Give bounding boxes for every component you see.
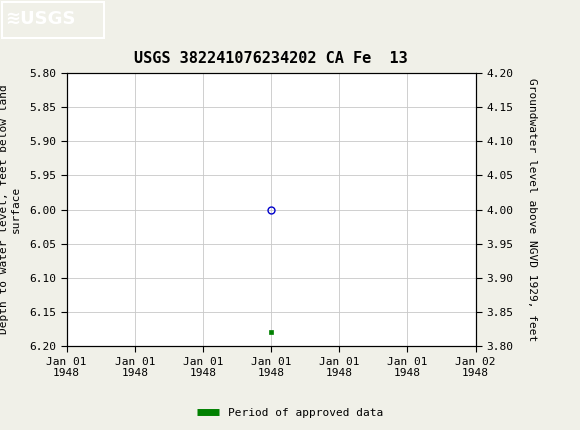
Title: USGS 382241076234202 CA Fe  13: USGS 382241076234202 CA Fe 13 <box>135 51 408 66</box>
Legend: Period of approved data: Period of approved data <box>193 403 387 422</box>
Y-axis label: Depth to water level, feet below land
surface: Depth to water level, feet below land su… <box>0 85 21 335</box>
Y-axis label: Groundwater level above NGVD 1929, feet: Groundwater level above NGVD 1929, feet <box>527 78 537 341</box>
Text: ≋USGS: ≋USGS <box>5 10 75 28</box>
